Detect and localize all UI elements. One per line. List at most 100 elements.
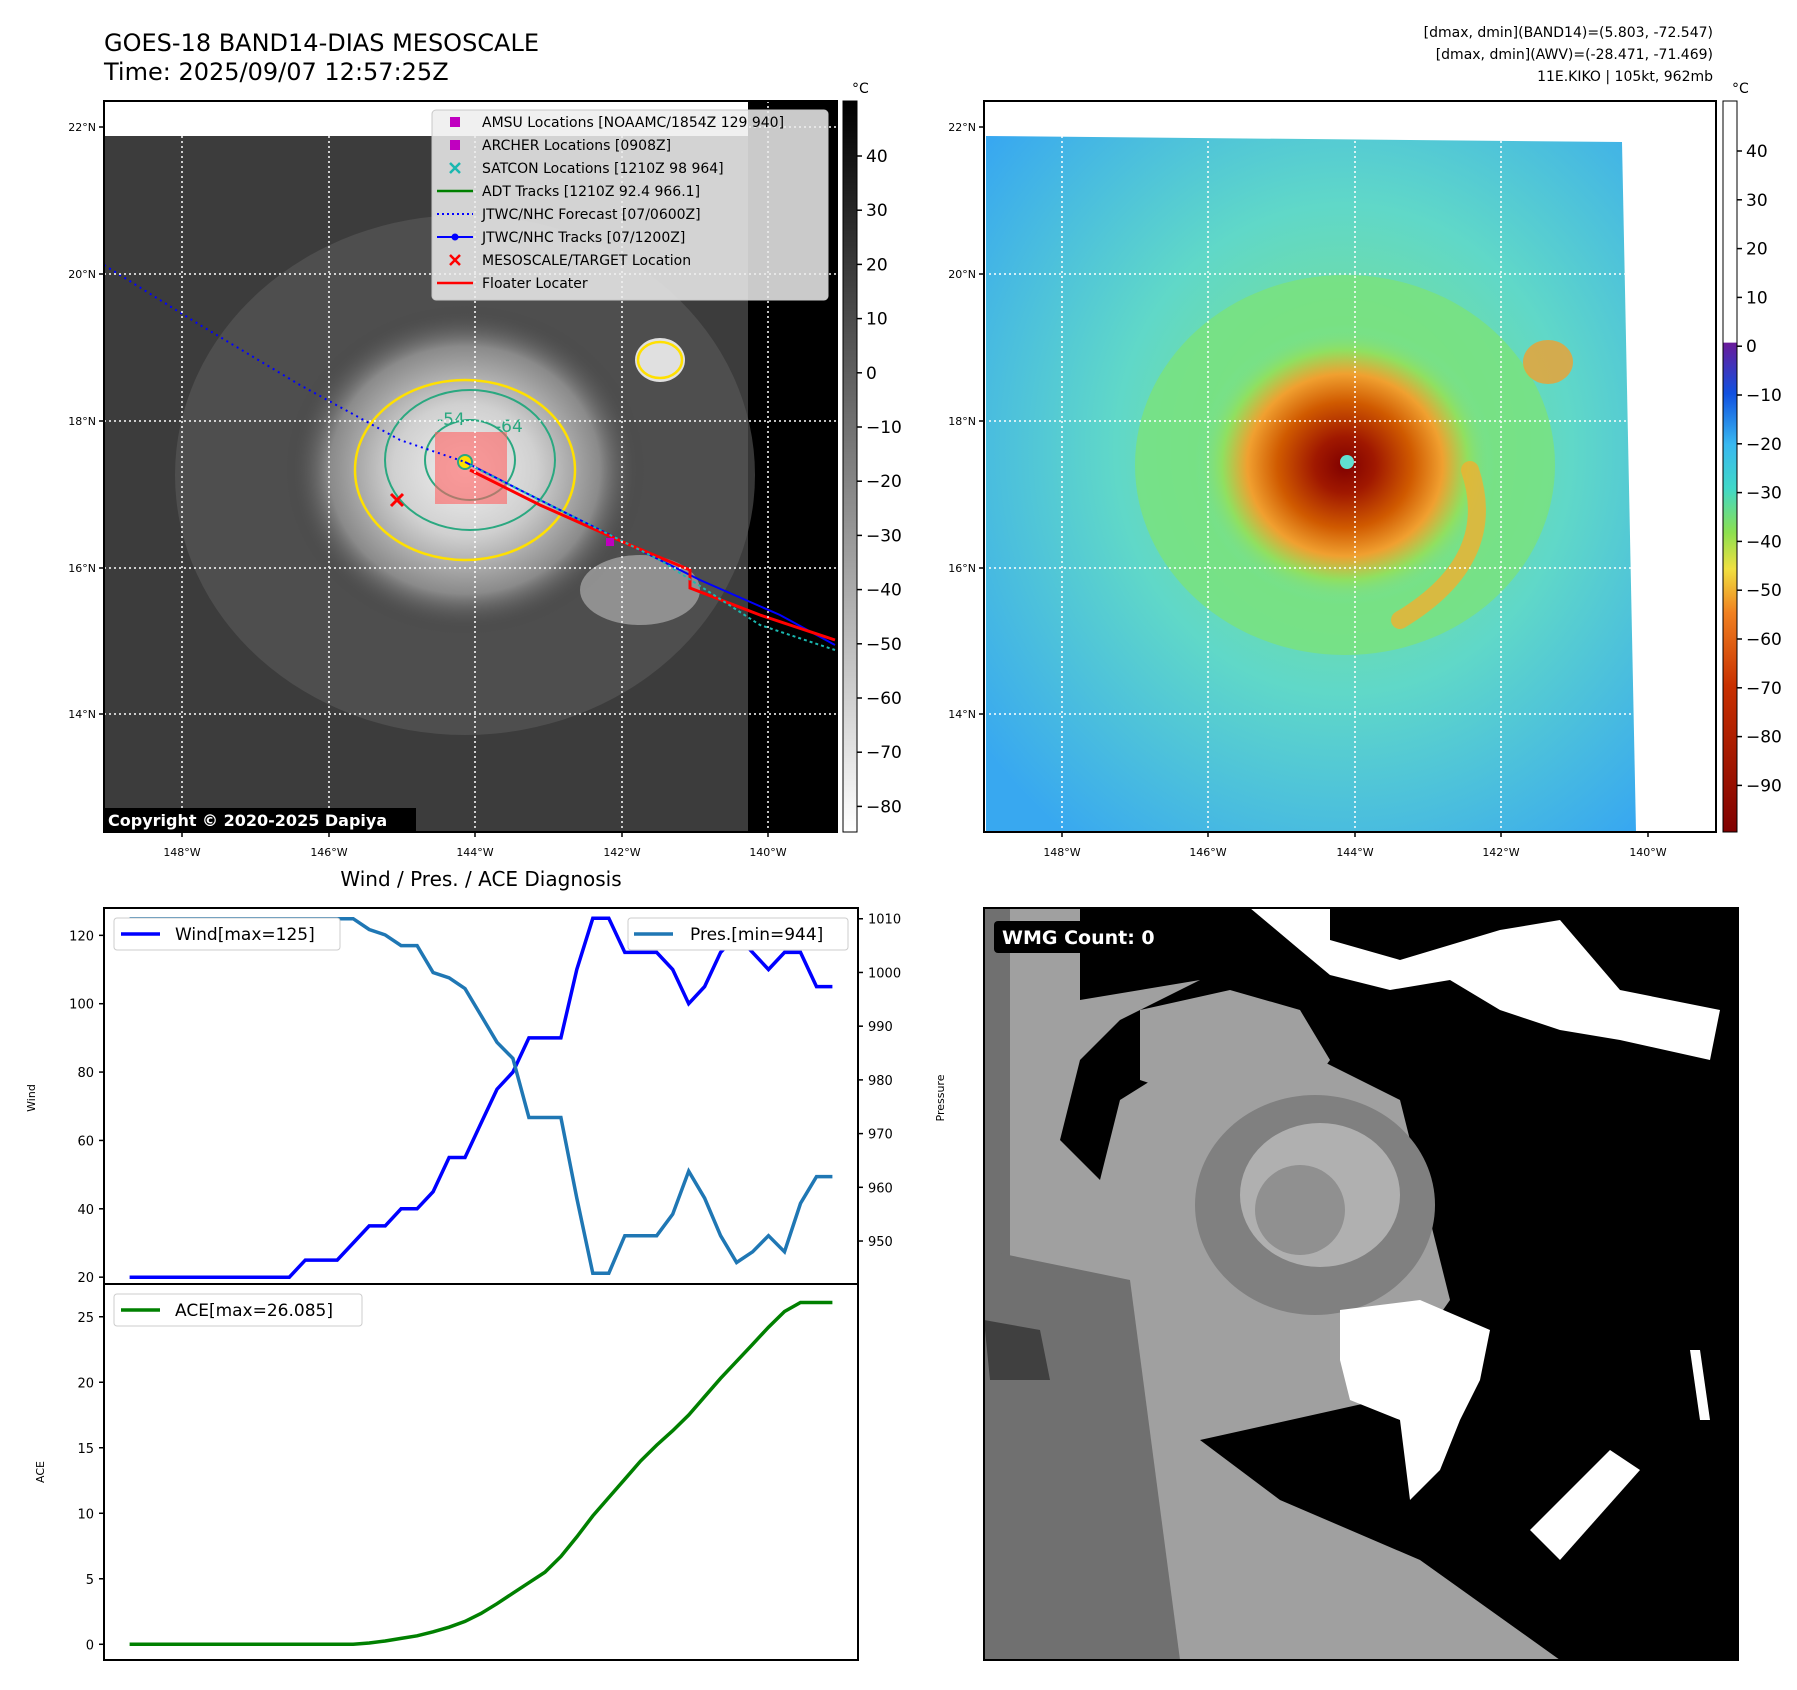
legend-label: AMSU Locations [NOAAMC/1854Z 129 940] (482, 115, 784, 131)
y2-tick-label: 1000 (868, 966, 901, 981)
colorbar-awv: °C 40 30 20 10 0 −10 −20 −30 −40 −50 −60 −70 −80 −90 (1722, 81, 1782, 833)
colorbar-tick-label: −50 (1746, 581, 1782, 601)
lat-tick-label: 14°N (948, 708, 976, 721)
ir-map-panel: -54 -64 148°W 146°W 144°W 142°W 140°W 22°N 20°… (68, 100, 838, 859)
lat-tick-label: 22°N (948, 121, 976, 134)
y2-tick-label: 960 (868, 1181, 893, 1196)
y-tick-label: 120 (69, 929, 94, 944)
lon-tick-label: 144°W (456, 846, 493, 859)
colorbar-tick-label: −90 (1746, 776, 1782, 796)
colorbar-tick-label: −10 (1746, 386, 1782, 406)
wind-axis-label: Wind (25, 1084, 38, 1112)
legend-label: Floater Locater (482, 276, 588, 292)
ace-legend-label: ACE[max=26.085] (175, 1301, 333, 1321)
y-tick-label: 60 (77, 1134, 94, 1149)
legend-item: JTWC/NHC Tracks [07/1200Z] (437, 230, 685, 246)
lon-tick-label: 140°W (749, 846, 786, 859)
colorbar-gray: °C 40 30 20 10 0 −10 −20 −30 −40 −50 −60 −70 −80 (842, 81, 902, 833)
diagnosis-title: Wind / Pres. / ACE Diagnosis (340, 867, 621, 891)
y-tick-label: 10 (77, 1507, 94, 1522)
lon-tick-label: 146°W (310, 846, 347, 859)
legend-item: Floater Locater (437, 276, 588, 292)
y2-tick-label: 950 (868, 1235, 893, 1250)
lon-tick-label: 146°W (1189, 846, 1226, 859)
colorbar-awv-unit: °C (1732, 81, 1749, 97)
colorbar-tick-label: −70 (1746, 679, 1782, 699)
lat-tick-label: 20°N (68, 268, 96, 281)
colorbar-tick-label: −40 (1746, 532, 1782, 552)
y2-tick-label: 980 (868, 1074, 893, 1089)
y-tick-label: 100 (69, 998, 94, 1013)
map-legend: AMSU Locations [NOAAMC/1854Z 129 940] ARC… (431, 109, 829, 301)
ace-legend: ACE[max=26.085] (113, 1293, 363, 1327)
colorbar-tick-label: −50 (866, 635, 902, 655)
y-tick-label: 20 (77, 1271, 94, 1286)
info-line3: 11E.KIKO | 105kt, 962mb (1537, 69, 1713, 85)
wind-legend: Wind[max=125] (113, 917, 341, 951)
colorbar-tick-label: −60 (866, 689, 902, 709)
awv-map-panel: 148°W 146°W 144°W 142°W 140°W 22°N 20°N 18°N 16°… (948, 100, 1717, 859)
ace-series-line (129, 1300, 833, 1647)
colorbar-tick-label: 30 (1746, 191, 1768, 211)
y-tick-label: 80 (77, 1066, 94, 1081)
legend-item: ARCHER Locations [0908Z] (450, 138, 671, 154)
colorbar-tick-label: −70 (866, 743, 902, 763)
y-tick-label: 5 (86, 1573, 94, 1588)
legend-item: MESOSCALE/TARGET Location (449, 253, 691, 269)
legend-label: ADT Tracks [1210Z 92.4 966.1] (482, 184, 700, 200)
lon-tick-label: 148°W (163, 846, 200, 859)
colorbar-tick-label: 10 (866, 310, 888, 330)
legend-marker (449, 254, 461, 266)
legend-label: SATCON Locations [1210Z 98 964] (482, 161, 724, 177)
contour-label: -54 (437, 410, 465, 430)
lat-tick-label: 22°N (68, 121, 96, 134)
legend-item: JTWC/NHC Forecast [07/0600Z] (437, 207, 701, 223)
lon-tick-label: 148°W (1043, 846, 1080, 859)
y-tick-label: 40 (77, 1203, 94, 1218)
legend-label: MESOSCALE/TARGET Location (482, 253, 691, 269)
title-line2: Time: 2025/09/07 12:57:25Z (103, 58, 449, 86)
y2-tick-label: 1010 (868, 913, 901, 928)
pressure-legend: Pres.[min=944] (627, 917, 849, 951)
title-line1: GOES-18 BAND14-DIAS MESOSCALE (104, 29, 539, 57)
ace-chart: 0 5 10 15 20 25 ACE ACE[max=26.085] (34, 1283, 859, 1661)
colorbar-tick-label: 20 (866, 255, 888, 275)
y-tick-label: 15 (77, 1442, 94, 1457)
colorbar-tick-label: 10 (1746, 288, 1768, 308)
colorbar-gray-unit: °C (852, 81, 869, 97)
colorbar-tick-label: −40 (866, 581, 902, 601)
info-line2: [dmax, dmin](AWV)=(-28.471, -71.469) (1436, 47, 1713, 63)
lat-tick-label: 18°N (948, 415, 976, 428)
legend-item: AMSU Locations [NOAAMC/1854Z 129 940] (450, 115, 784, 131)
lon-tick-label: 144°W (1336, 846, 1373, 859)
wind-series-line (129, 916, 833, 1279)
colorbar-tick-label: −80 (1746, 728, 1782, 748)
legend-item: ADT Tracks [1210Z 92.4 966.1] (437, 184, 700, 200)
colorbar-tick-label: −80 (866, 797, 902, 817)
colorbar-tick-label: −10 (866, 418, 902, 438)
colorbar-tick-label: 20 (1746, 240, 1768, 260)
lat-tick-label: 16°N (948, 562, 976, 575)
y-tick-label: 20 (77, 1376, 94, 1391)
lon-tick-label: 142°W (603, 846, 640, 859)
copyright-box: Copyright © 2020-2025 Dapiya (104, 808, 416, 833)
wind-legend-label: Wind[max=125] (175, 925, 315, 945)
y2-tick-label: 970 (868, 1128, 893, 1143)
lat-tick-label: 20°N (948, 268, 976, 281)
y-tick-label: 0 (86, 1638, 94, 1653)
copyright-text: Copyright © 2020-2025 Dapiya (108, 811, 387, 830)
wind-pressure-chart: 20 40 60 80 100 120 950 960 970 980 990 1000 1010 W… (25, 907, 947, 1286)
legend-label: JTWC/NHC Forecast [07/0600Z] (481, 207, 701, 223)
wmg-panel: WMG Count: 0 (983, 907, 1739, 1661)
legend-label: ARCHER Locations [0908Z] (482, 138, 671, 154)
colorbar-tick-label: −20 (866, 472, 902, 492)
lat-tick-label: 14°N (68, 708, 96, 721)
legend-marker (450, 117, 460, 127)
legend-marker (450, 140, 460, 150)
colorbar-tick-label: 30 (866, 201, 888, 221)
info-line1: [dmax, dmin](BAND14)=(5.803, -72.547) (1424, 25, 1713, 41)
pressure-axis-label: Pressure (934, 1074, 947, 1121)
legend-label: JTWC/NHC Tracks [07/1200Z] (481, 230, 685, 246)
colorbar-tick-label: −20 (1746, 435, 1782, 455)
